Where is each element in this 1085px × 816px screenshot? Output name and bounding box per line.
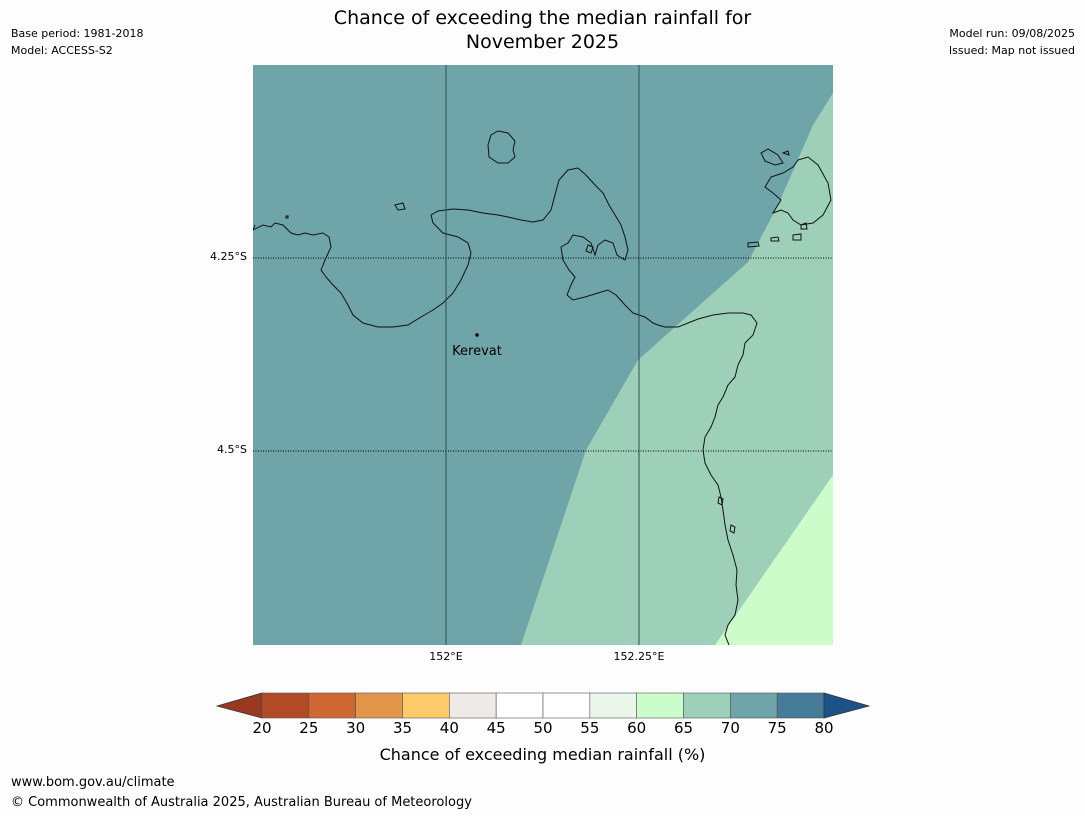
colorbar-over-arrow [823,692,871,719]
colorbar-tick-label: 65 [673,719,694,737]
footer-url: www.bom.gov.au/climate [11,775,175,790]
colorbar-label: Chance of exceeding median rainfall (%) [379,745,706,764]
islet-west [394,202,406,211]
colorbar-tick-label: 55 [580,719,600,737]
colorbar-box-9 [683,692,731,719]
colorbar-box-7 [589,692,637,719]
colorbar-tick-label: 40 [439,719,459,737]
coastline-cape [253,224,256,231]
coast-ne-upper [764,156,832,226]
islets-east [747,150,808,248]
kerevat-label: Kerevat [452,344,502,359]
lat-label-4-5: 4.5°S [217,443,247,456]
forecast-map: Kerevat [253,65,833,645]
colorbar-tick-label: 50 [533,719,553,737]
colorbar-tick-label: 60 [627,719,647,737]
islet-inlet [585,244,594,254]
title-line-2: November 2025 [465,31,620,53]
base-period-text: Base period: 1981-2018 [11,27,144,40]
island-ne [760,148,784,166]
header-right: Model run: 09/08/2025 Issued: Map not is… [949,25,1075,59]
islet-river-1 [717,496,724,506]
colorbar-tick-label: 30 [346,719,366,737]
lon-label-152: 152°E [429,650,463,663]
colorbar-tick-label: 25 [299,719,319,737]
lat-label-4-25: 4.25°S [210,250,247,263]
lon-label-152-25: 152.25°E [613,650,665,663]
colorbar-tick-label: 45 [486,719,506,737]
title-line-1: Chance of exceeding the median rainfall … [333,7,752,29]
colorbar-tick-label: 70 [720,719,740,737]
colorbar-box-2 [355,692,403,719]
model-run-text: Model run: 09/08/2025 [949,27,1075,40]
region-65-70 [521,93,833,645]
colorbar-tick-label: 75 [767,719,787,737]
colorbar-box-3 [402,692,450,719]
colorbar-box-4 [449,692,497,719]
coastlines [253,130,832,645]
colorbar-box-5 [495,692,544,719]
map-title: Chance of exceeding the median rainfall … [0,6,1085,54]
colorbar-box-10 [730,692,778,719]
colorbar [215,692,871,719]
colorbar-boxes [261,692,825,719]
kerevat-marker [475,333,479,337]
colorbar-tick-label: 35 [392,719,413,737]
colorbar-tick-label: 20 [252,719,272,737]
header-left: Base period: 1981-2018 Model: ACCESS-S2 [11,25,143,59]
colorbar-under-arrow [215,692,263,719]
colorbar-tick-label: 80 [814,719,834,737]
colorbar-box-1 [308,692,356,719]
colorbar-box-0 [261,692,310,719]
colorbar-box-11 [776,692,825,719]
graticule [253,65,833,645]
islet-nw [285,215,289,219]
footer-copyright: © Commonwealth of Australia 2025, Austra… [11,795,472,810]
coastline-main [253,167,758,645]
model-text: Model: ACCESS-S2 [11,44,113,57]
island-north [487,130,516,164]
colorbar-box-6 [542,692,591,719]
issued-text: Issued: Map not issued [948,44,1075,57]
islet-river-2 [729,524,736,534]
region-60-65 [715,475,833,645]
colorbar-box-8 [636,692,684,719]
